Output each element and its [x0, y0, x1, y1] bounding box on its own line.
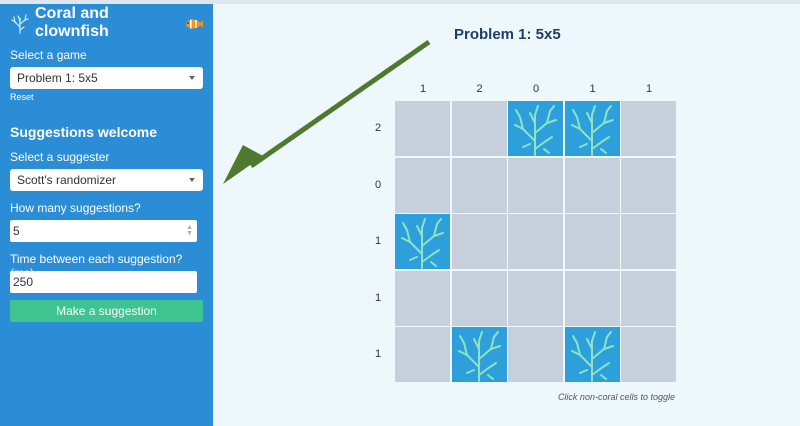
- grid-cell[interactable]: [395, 327, 450, 382]
- coral-cell: [564, 327, 620, 382]
- coral-icon: [452, 327, 507, 382]
- suggestion-count-input[interactable]: 5 ▲ ▼: [10, 220, 197, 242]
- coral-icon: [508, 101, 563, 156]
- row-clue: 2: [374, 122, 382, 134]
- clownfish-icon: [185, 17, 203, 29]
- suggestion-count-label: How many suggestions?: [10, 201, 141, 215]
- grid-cell[interactable]: [508, 327, 563, 382]
- column-clue: 0: [532, 83, 540, 95]
- game-select[interactable]: Problem 1: 5x5: [10, 67, 203, 89]
- grid-cell[interactable]: [621, 214, 676, 269]
- grid-cell[interactable]: [564, 270, 620, 326]
- suggestions-section-title: Suggestions welcome: [10, 124, 158, 140]
- sidebar: Coral and clownfish Select a game Proble…: [0, 4, 213, 426]
- suggestion-count-value: 5: [13, 224, 20, 238]
- column-clue: 1: [645, 83, 653, 95]
- row-clue: 1: [374, 291, 382, 304]
- coral-icon: [395, 214, 450, 269]
- row-clue: 1: [374, 235, 382, 247]
- coral-cell: [508, 101, 563, 156]
- row-clue: 0: [374, 178, 382, 191]
- grid-cell[interactable]: [564, 214, 620, 269]
- column-clue: 2: [476, 83, 483, 95]
- window-top-border: [0, 0, 800, 4]
- grid-cell[interactable]: [451, 214, 507, 269]
- column-clue: 1: [419, 83, 427, 95]
- grid-cell[interactable]: [508, 214, 563, 269]
- coral-cell: [451, 327, 507, 382]
- grid-cell[interactable]: [564, 157, 620, 213]
- grid-cell[interactable]: [451, 270, 507, 326]
- grid-cell[interactable]: [451, 157, 507, 213]
- green-arrow-annotation: [223, 39, 431, 184]
- select-suggester-label: Select a suggester: [10, 150, 110, 164]
- row-clue: 1: [374, 348, 382, 360]
- select-game-label: Select a game: [10, 48, 87, 62]
- main-panel: Problem 1: 5x5 1 2 0 1 1 2 0 1 1 1 Click non-cora…: [213, 4, 800, 426]
- game-select-value: Problem 1: 5x5: [17, 71, 98, 85]
- grid-cell[interactable]: [395, 157, 450, 213]
- coral-cell: [564, 101, 620, 156]
- suggestion-interval-label: Time between each suggestion? (ms): [10, 252, 183, 280]
- app-title: Coral and clownfish: [35, 5, 109, 40]
- suggestion-interval-input[interactable]: 250: [10, 271, 197, 293]
- reset-link[interactable]: Reset: [10, 92, 34, 102]
- grid-cell[interactable]: [395, 101, 450, 156]
- number-stepper-icon[interactable]: ▲ ▼: [186, 224, 193, 237]
- app-header: Coral and clownfish: [9, 4, 203, 42]
- suggestion-interval-value: 250: [13, 275, 34, 289]
- grid-cell[interactable]: [621, 270, 676, 326]
- chevron-down-icon: [189, 178, 195, 182]
- grid-cell[interactable]: [508, 157, 563, 213]
- coral-cell: [395, 214, 450, 269]
- grid-cell[interactable]: [621, 327, 676, 382]
- coral-icon: [565, 327, 620, 382]
- make-suggestion-button[interactable]: Make a suggestion: [10, 300, 203, 322]
- coral-logo-icon: [9, 12, 31, 34]
- column-clue: 1: [589, 83, 596, 95]
- grid-cell[interactable]: [621, 157, 676, 213]
- problem-title: Problem 1: 5x5: [454, 26, 561, 43]
- suggester-select[interactable]: Scott's randomizer: [10, 169, 203, 191]
- grid-cell[interactable]: [451, 101, 507, 156]
- grid-cell[interactable]: [395, 270, 450, 326]
- coral-icon: [565, 101, 620, 156]
- toggle-hint: Click non-coral cells to toggle: [557, 392, 675, 402]
- grid-cell[interactable]: [621, 101, 676, 156]
- suggester-select-value: Scott's randomizer: [17, 173, 116, 187]
- grid-cell[interactable]: [508, 270, 563, 326]
- chevron-down-icon: [189, 76, 195, 80]
